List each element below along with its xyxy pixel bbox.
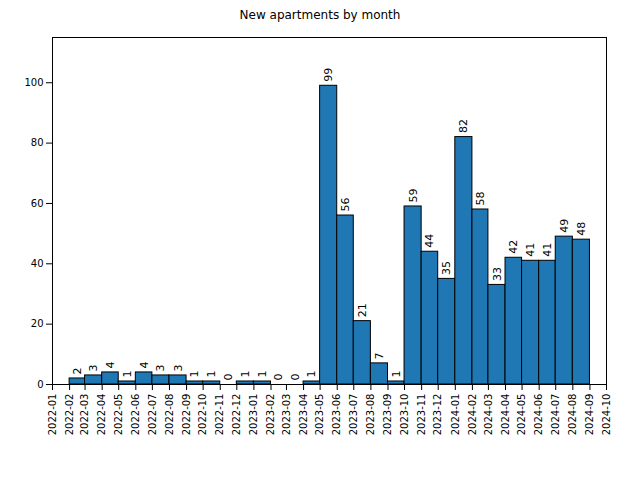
svg-text:2023-07: 2023-07 bbox=[348, 394, 359, 436]
svg-text:2022-12: 2022-12 bbox=[231, 394, 242, 436]
svg-text:40: 40 bbox=[31, 258, 44, 269]
svg-text:56: 56 bbox=[339, 198, 352, 212]
svg-text:2024-01: 2024-01 bbox=[450, 394, 461, 436]
svg-text:2022-02: 2022-02 bbox=[64, 394, 75, 436]
svg-text:1: 1 bbox=[239, 370, 252, 377]
svg-text:2: 2 bbox=[71, 367, 84, 374]
svg-text:2024-08: 2024-08 bbox=[567, 394, 578, 436]
svg-text:2023-01: 2023-01 bbox=[248, 394, 259, 436]
svg-text:2023-08: 2023-08 bbox=[365, 394, 376, 436]
svg-text:2024-10: 2024-10 bbox=[601, 394, 612, 436]
svg-text:82: 82 bbox=[457, 119, 470, 133]
svg-text:1: 1 bbox=[121, 370, 134, 377]
svg-text:59: 59 bbox=[407, 188, 420, 202]
svg-text:100: 100 bbox=[24, 77, 43, 88]
svg-text:49: 49 bbox=[558, 219, 571, 233]
svg-text:2024-04: 2024-04 bbox=[500, 394, 511, 436]
svg-text:3: 3 bbox=[154, 364, 167, 371]
svg-text:3: 3 bbox=[87, 364, 100, 371]
svg-text:60: 60 bbox=[31, 198, 44, 209]
svg-text:3: 3 bbox=[172, 364, 185, 371]
svg-text:2023-05: 2023-05 bbox=[314, 394, 325, 436]
svg-text:1: 1 bbox=[205, 370, 218, 377]
svg-text:0: 0 bbox=[272, 374, 285, 381]
svg-text:58: 58 bbox=[474, 191, 487, 205]
svg-text:2024-05: 2024-05 bbox=[516, 394, 527, 436]
svg-text:1: 1 bbox=[188, 370, 201, 377]
svg-text:80: 80 bbox=[31, 137, 44, 148]
svg-text:2022-09: 2022-09 bbox=[181, 394, 192, 436]
svg-text:33: 33 bbox=[490, 267, 503, 281]
svg-text:2023-12: 2023-12 bbox=[432, 394, 443, 436]
svg-text:2023-10: 2023-10 bbox=[399, 394, 410, 436]
svg-text:2023-04: 2023-04 bbox=[298, 394, 309, 436]
svg-text:0: 0 bbox=[222, 374, 235, 381]
svg-text:2023-02: 2023-02 bbox=[265, 394, 276, 436]
svg-text:2022-08: 2022-08 bbox=[164, 394, 175, 436]
svg-text:42: 42 bbox=[507, 240, 520, 254]
svg-text:2024-02: 2024-02 bbox=[467, 394, 478, 436]
svg-text:41: 41 bbox=[524, 243, 537, 257]
svg-text:4: 4 bbox=[104, 361, 117, 368]
svg-text:99: 99 bbox=[322, 68, 335, 82]
svg-text:0: 0 bbox=[289, 374, 302, 381]
svg-text:2022-06: 2022-06 bbox=[130, 394, 141, 436]
svg-text:2023-11: 2023-11 bbox=[416, 394, 427, 436]
svg-text:0: 0 bbox=[37, 379, 43, 390]
svg-text:20: 20 bbox=[31, 318, 44, 329]
svg-text:1: 1 bbox=[256, 370, 269, 377]
svg-text:2023-03: 2023-03 bbox=[281, 394, 292, 436]
svg-text:2023-06: 2023-06 bbox=[331, 394, 342, 436]
svg-text:44: 44 bbox=[423, 234, 436, 248]
svg-text:2022-10: 2022-10 bbox=[197, 394, 208, 436]
svg-text:2024-09: 2024-09 bbox=[584, 394, 595, 436]
html-text:New apartments by month: New apartments by month bbox=[239, 8, 401, 22]
svg-text:4: 4 bbox=[138, 361, 151, 368]
svg-text:2024-06: 2024-06 bbox=[533, 394, 544, 436]
svg-text:2022-01: 2022-01 bbox=[47, 394, 58, 436]
svg-text:1: 1 bbox=[390, 370, 403, 377]
svg-text:2022-11: 2022-11 bbox=[214, 394, 225, 436]
svg-text:2023-09: 2023-09 bbox=[382, 394, 393, 436]
svg-text:1: 1 bbox=[305, 370, 318, 377]
svg-text:48: 48 bbox=[575, 222, 588, 236]
svg-text:41: 41 bbox=[541, 243, 554, 257]
svg-text:35: 35 bbox=[440, 261, 453, 275]
svg-text:2022-05: 2022-05 bbox=[113, 394, 124, 436]
svg-text:2022-04: 2022-04 bbox=[96, 394, 107, 436]
svg-text:21: 21 bbox=[356, 303, 369, 317]
svg-text:2022-03: 2022-03 bbox=[79, 394, 90, 436]
svg-text:2022-07: 2022-07 bbox=[147, 394, 158, 436]
svg-text:2024-03: 2024-03 bbox=[483, 394, 494, 436]
svg-text:2024-07: 2024-07 bbox=[550, 394, 561, 436]
svg-text:7: 7 bbox=[373, 352, 386, 359]
